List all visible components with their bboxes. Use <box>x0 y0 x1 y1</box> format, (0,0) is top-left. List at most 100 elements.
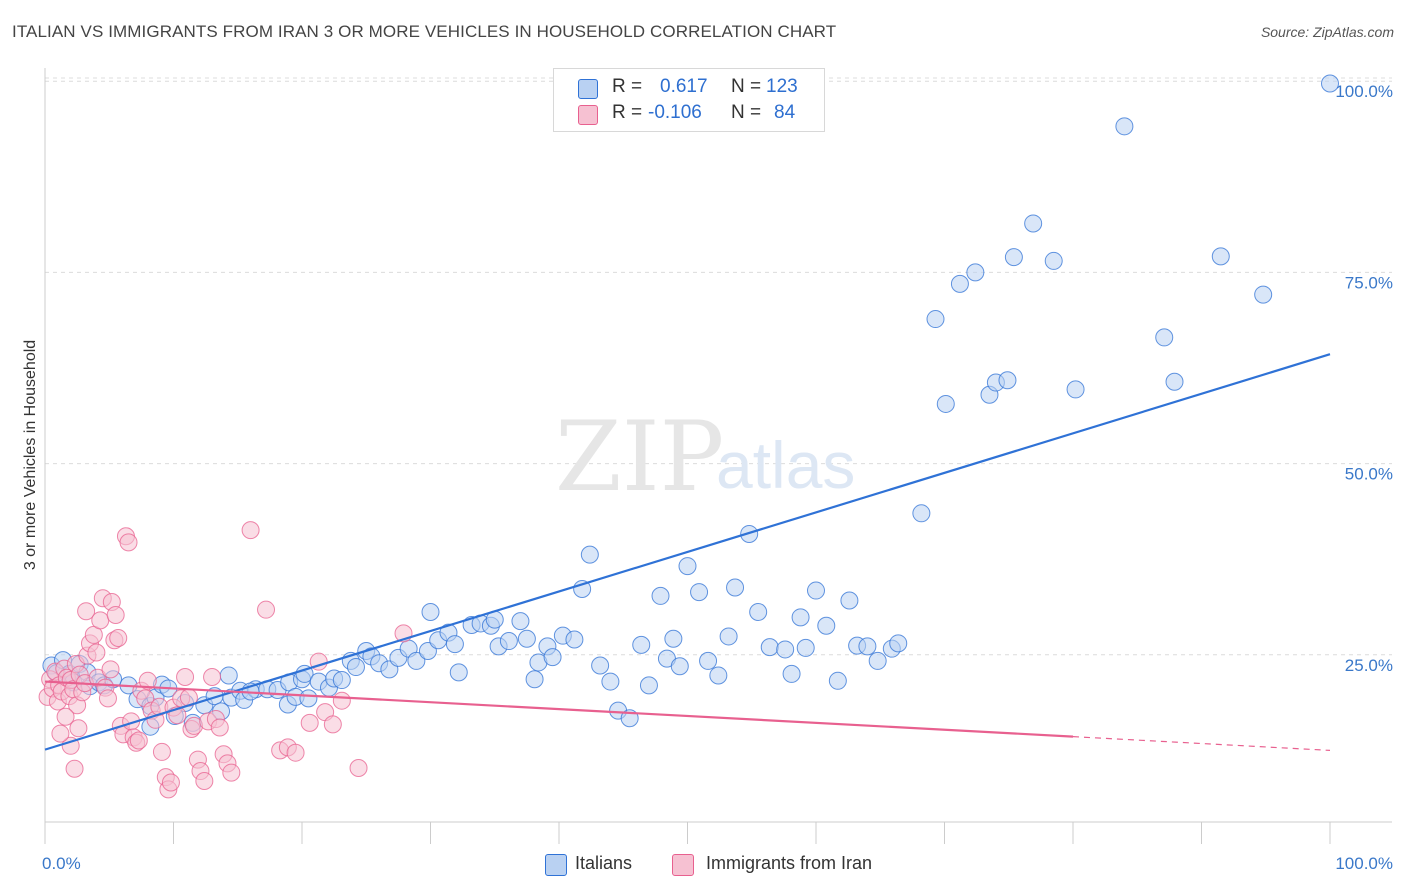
point-italians <box>807 581 825 600</box>
point-italians <box>699 651 718 670</box>
point-iran <box>98 689 117 708</box>
point-italians <box>664 629 683 648</box>
point-italians <box>565 630 584 649</box>
point-italians <box>632 635 651 654</box>
point-italians <box>511 612 530 631</box>
r-label: R = <box>612 102 643 123</box>
point-iran <box>203 667 222 686</box>
y-tick-label: 50.0% <box>1345 465 1393 484</box>
point-italians <box>407 651 426 670</box>
point-italians <box>709 666 728 685</box>
n-value: 84 <box>774 102 796 123</box>
trendline-iran <box>44 680 1074 738</box>
point-italians <box>651 586 670 605</box>
point-italians <box>926 310 945 329</box>
point-italians <box>499 632 518 651</box>
trendline-iran-extension <box>1072 736 1331 751</box>
y-tick-label: 25.0% <box>1345 656 1393 675</box>
point-italians <box>690 583 709 602</box>
point-iran <box>77 602 96 621</box>
point-iran <box>56 707 75 726</box>
point-iran <box>349 758 368 777</box>
legend-label: Italians <box>575 853 633 873</box>
stats-legend: R = 0.617 N = 123 R = -0.106 N = 84 <box>553 68 825 132</box>
point-iran <box>119 533 138 552</box>
point-iran <box>91 611 110 630</box>
point-italians <box>966 263 985 282</box>
point-iran <box>286 743 305 762</box>
point-iran <box>176 667 195 686</box>
point-italians <box>1024 214 1043 233</box>
point-italians <box>601 672 620 691</box>
point-italians <box>1115 117 1134 136</box>
n-label: N = <box>731 102 762 123</box>
legend-label: Immigrants from Iran <box>706 853 873 873</box>
point-italians <box>749 602 768 621</box>
n-label: N = <box>731 76 762 97</box>
r-value: 0.617 <box>660 76 708 97</box>
r-value: -0.106 <box>648 102 702 123</box>
point-italians <box>1321 74 1339 93</box>
italians-legend-swatch <box>545 854 567 876</box>
point-italians <box>219 666 238 685</box>
point-italians <box>889 634 908 653</box>
point-iran <box>51 724 70 743</box>
point-italians <box>998 371 1017 390</box>
point-italians <box>782 664 801 683</box>
iran-swatch <box>578 105 598 125</box>
point-italians <box>858 637 877 656</box>
point-iran <box>257 600 276 619</box>
point-italians <box>421 602 440 621</box>
point-italians <box>580 545 599 564</box>
point-italians <box>591 656 610 675</box>
point-italians <box>517 629 536 648</box>
y-tick-label: 75.0% <box>1345 273 1393 292</box>
point-italians <box>796 638 815 657</box>
point-italians <box>670 657 689 676</box>
point-italians <box>760 638 779 657</box>
point-iran <box>323 715 342 734</box>
point-italians <box>332 671 351 690</box>
point-italians <box>719 627 738 646</box>
point-italians <box>840 591 859 610</box>
point-italians <box>525 670 544 689</box>
point-iran <box>161 773 180 792</box>
point-iran <box>138 671 157 690</box>
point-italians <box>936 394 955 413</box>
point-iran <box>129 731 148 750</box>
point-italians <box>346 658 365 677</box>
point-iran <box>106 606 125 625</box>
watermark-atlas: atlas <box>716 428 855 502</box>
r-label: R = <box>612 76 643 97</box>
point-italians <box>678 557 697 576</box>
point-iran <box>210 718 229 737</box>
point-iran <box>195 771 214 790</box>
n-value: 123 <box>766 76 798 97</box>
point-italians <box>1211 247 1230 266</box>
point-iran <box>241 521 260 540</box>
point-italians <box>912 504 931 523</box>
point-iran <box>109 628 128 647</box>
point-italians <box>950 274 969 293</box>
point-iran <box>222 763 241 782</box>
point-italians <box>817 616 836 635</box>
point-italians <box>791 608 810 627</box>
point-italians <box>543 648 562 667</box>
point-italians <box>1165 372 1184 391</box>
point-italians <box>1254 285 1273 304</box>
point-iran <box>65 759 84 778</box>
point-italians <box>1155 328 1174 347</box>
trendline-italians <box>44 353 1331 751</box>
source-label: Source: ZipAtlas.com <box>1260 24 1394 40</box>
x-tick-label: 0.0% <box>42 854 81 873</box>
iran-legend-swatch <box>672 854 694 876</box>
point-iran <box>69 719 88 738</box>
x-tick-label: 100.0% <box>1335 854 1393 873</box>
point-italians <box>776 640 795 659</box>
point-italians <box>639 676 658 695</box>
chart-title: ITALIAN VS IMMIGRANTS FROM IRAN 3 OR MOR… <box>12 22 837 41</box>
point-iran <box>332 691 351 710</box>
point-italians <box>1066 380 1085 399</box>
point-italians <box>1044 251 1063 270</box>
point-italians <box>445 635 464 654</box>
